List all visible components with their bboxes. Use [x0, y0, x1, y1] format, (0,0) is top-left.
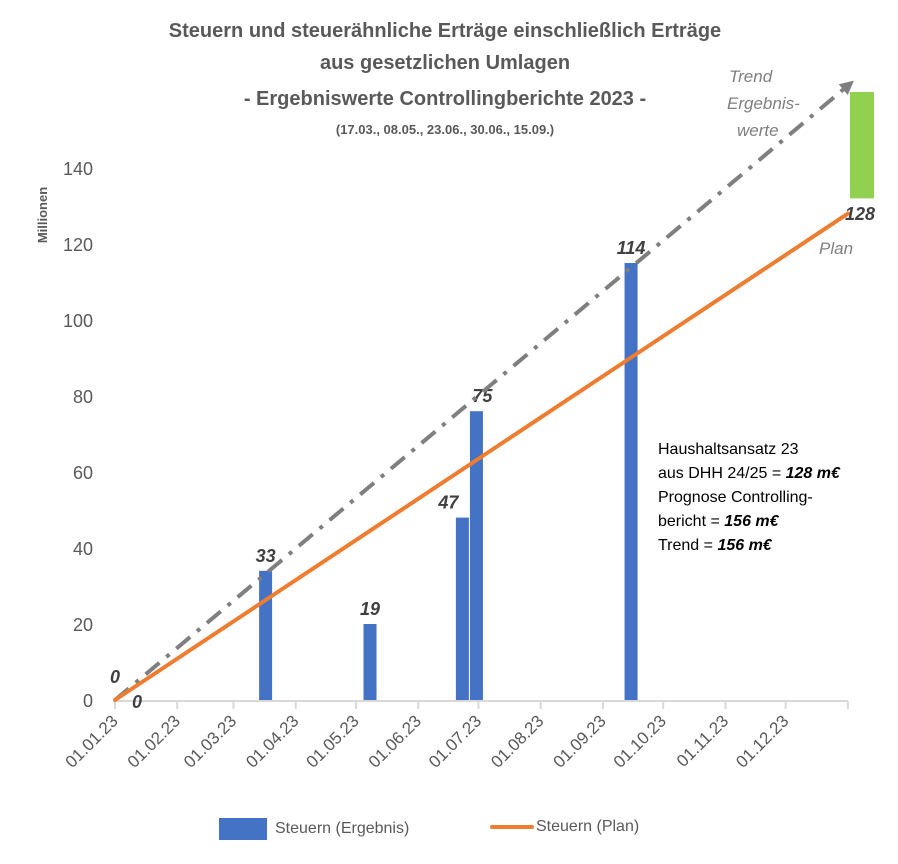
bar-ergebnis	[259, 570, 273, 700]
y-tick-label: 20	[73, 615, 93, 635]
note-line: Prognose Controlling-	[658, 489, 813, 506]
legend-item-plan: Steuern (Plan)	[490, 818, 639, 836]
y-tick-label: 140	[63, 159, 93, 179]
chart-title-line-1: Steuern und steuerähnliche Erträge einsc…	[168, 20, 722, 42]
x-tick-label: 01.02.23	[124, 711, 184, 771]
bar-ergebnis	[624, 263, 638, 700]
x-tick-label: 01.08.23	[487, 711, 547, 771]
y-tick-label: 0	[83, 691, 93, 711]
trend-tag: werte	[737, 121, 779, 140]
note-value: 156 m€	[724, 513, 779, 530]
bar-data-label: 114	[617, 238, 646, 258]
bar-data-label: 33	[256, 546, 276, 566]
legend-label: Steuern (Plan)	[536, 818, 640, 835]
plan-start-label: 0	[132, 692, 142, 712]
x-tick-label: 01.01.23	[62, 711, 122, 771]
legend-swatch-bar	[219, 818, 267, 840]
bar-ergebnis	[455, 517, 469, 700]
y-tick-label: 60	[73, 463, 93, 483]
note-line: Trend = 156 m€	[658, 534, 840, 558]
x-tick-label: 01.09.23	[550, 711, 610, 771]
legend-swatch-line	[490, 825, 534, 829]
annotation-box: Haushaltsansatz 23 aus DHH 24/25 = 128 m…	[658, 438, 840, 558]
y-tick-label: 40	[73, 539, 93, 559]
chart-title-line-3: - Ergebniswerte Controllingberichte 2023…	[243, 88, 647, 110]
note-text: Trend =	[658, 537, 718, 554]
bar-data-label: 47	[437, 493, 459, 513]
note-line: Haushaltsansatz 23	[658, 441, 799, 458]
y-tick-label: 80	[73, 387, 93, 407]
plan-tag: Plan	[819, 239, 853, 258]
y-tick-label: 120	[63, 235, 93, 255]
note-value: 128 m€	[785, 465, 840, 482]
note-line: aus DHH 24/25 = 128 m€	[658, 462, 840, 486]
x-tick-label: 01.06.23	[365, 711, 425, 771]
trend-tag: Trend	[729, 67, 773, 86]
x-tick-label: 01.05.23	[303, 711, 363, 771]
x-tick-label: 01.11.23	[673, 711, 732, 770]
legend-label: Steuern (Ergebnis)	[275, 820, 410, 837]
note-line: bericht = 156 m€	[658, 510, 840, 534]
trend-start-label: 0	[110, 667, 120, 687]
trend-arrow-head	[838, 80, 854, 95]
trend-tag: Ergebnis-	[727, 94, 800, 113]
x-tick-label: 01.03.23	[180, 711, 240, 771]
plan-line	[113, 211, 850, 702]
bar-data-label: 19	[360, 599, 380, 619]
bar-ergebnis	[469, 411, 483, 700]
bar-ergebnis	[363, 624, 377, 700]
x-tick-label: 01.12.23	[732, 711, 792, 771]
y-axis-label: Millionen	[35, 187, 50, 243]
bar-data-label: 75	[472, 386, 493, 406]
x-tick-label: 01.07.23	[425, 711, 485, 771]
trend-gap-bar	[850, 92, 874, 199]
note-text: aus DHH 24/25 =	[658, 465, 786, 482]
y-tick-label: 100	[63, 311, 93, 331]
chart-subtitle: (17.03., 08.05., 23.06., 30.06., 15.09.)	[335, 122, 555, 137]
legend-item-ergebnis: Steuern (Ergebnis)	[219, 818, 409, 840]
note-text: bericht =	[658, 513, 725, 530]
note-value: 156 m€	[717, 537, 772, 554]
chart-title-line-2: aus gesetzlichen Umlagen	[319, 52, 571, 74]
plan-end-label: 128	[845, 204, 875, 224]
x-tick-label: 01.04.23	[242, 711, 302, 771]
x-tick-label: 01.10.23	[610, 711, 670, 771]
